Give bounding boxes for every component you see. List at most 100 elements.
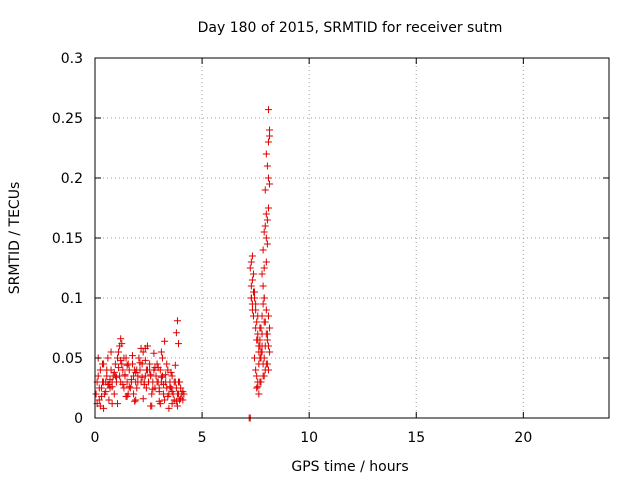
data-point — [247, 282, 255, 290]
data-point — [262, 150, 270, 158]
data-point — [263, 240, 271, 248]
data-point — [104, 354, 112, 362]
data-point — [155, 388, 163, 396]
data-point — [168, 400, 176, 408]
data-point — [262, 210, 270, 218]
x-axis-label: GPS time / hours — [291, 459, 408, 475]
data-point — [264, 106, 272, 114]
x-tick-label: 20 — [514, 430, 532, 446]
data-point — [261, 366, 269, 374]
data-point — [123, 361, 131, 369]
data-point — [262, 258, 270, 266]
data-point — [100, 404, 108, 412]
axes — [94, 57, 610, 419]
data-point — [132, 396, 140, 404]
data-point — [255, 360, 263, 368]
data-point — [118, 360, 126, 368]
data-point — [264, 138, 272, 146]
data-point — [259, 282, 267, 290]
data-point — [266, 180, 274, 188]
data-point — [257, 348, 265, 356]
data-point — [259, 300, 267, 308]
x-tick-label: 10 — [300, 430, 318, 446]
data-point — [139, 395, 147, 403]
data-point — [149, 385, 157, 393]
data-point — [263, 330, 271, 338]
data-point — [266, 132, 274, 140]
data-point — [111, 372, 119, 380]
data-point — [123, 392, 131, 400]
data-point — [264, 174, 272, 182]
data-point — [128, 352, 136, 360]
data-point — [107, 348, 115, 356]
data-point — [131, 397, 139, 405]
data-point — [118, 340, 126, 348]
data-point — [248, 306, 256, 314]
data-point — [142, 384, 150, 392]
data-point — [161, 337, 169, 345]
data-point — [103, 366, 111, 374]
data-point — [163, 360, 171, 368]
data-point — [260, 294, 268, 302]
data-point — [263, 216, 271, 224]
data-point — [155, 397, 163, 405]
data-point — [133, 366, 141, 374]
data-point — [150, 349, 158, 357]
data-point — [168, 372, 176, 380]
data-point — [249, 312, 257, 320]
data-point — [146, 366, 154, 374]
data-point — [253, 318, 261, 326]
data-point — [119, 366, 127, 374]
data-point — [102, 388, 110, 396]
data-point — [266, 348, 274, 356]
y-tick-label: 0.3 — [61, 51, 83, 67]
data-point — [175, 390, 183, 398]
data-point — [119, 380, 127, 388]
y-tick-label: 0.15 — [52, 231, 83, 247]
data-point — [125, 383, 133, 391]
data-point — [172, 329, 180, 337]
data-point — [153, 378, 161, 386]
data-point — [254, 336, 262, 344]
data-point — [134, 378, 142, 386]
data-point — [92, 390, 100, 398]
data-point — [175, 340, 183, 348]
data-point — [176, 378, 184, 386]
data-point — [259, 246, 267, 254]
data-point — [136, 359, 144, 367]
data-point — [247, 258, 255, 266]
data-point — [167, 368, 175, 376]
data-point — [108, 400, 116, 408]
data-point — [140, 380, 148, 388]
data-point — [252, 366, 260, 374]
data-point — [252, 324, 260, 332]
data-point — [111, 360, 119, 368]
data-point — [253, 372, 261, 380]
data-point — [261, 186, 269, 194]
data-point — [246, 264, 254, 272]
data-point — [256, 378, 264, 386]
x-tick-label: 0 — [91, 430, 100, 446]
data-point — [124, 360, 132, 368]
data-point — [139, 348, 147, 356]
x-tick-label: 5 — [198, 430, 207, 446]
data-point — [153, 360, 161, 368]
data-point — [171, 361, 179, 369]
data-point — [263, 162, 271, 170]
data-point — [157, 373, 165, 381]
data-point — [115, 348, 123, 356]
data-point — [254, 383, 262, 391]
data-point — [120, 384, 128, 392]
data-point — [173, 402, 181, 410]
data-point — [266, 324, 274, 332]
data-point — [134, 372, 142, 380]
data-point — [262, 234, 270, 242]
data-point — [260, 318, 268, 326]
data-point — [260, 372, 268, 380]
data-point — [158, 372, 166, 380]
data-point — [262, 306, 270, 314]
data-point — [260, 264, 268, 272]
data-point — [145, 378, 153, 386]
data-point — [162, 371, 170, 379]
data-point — [263, 336, 271, 344]
